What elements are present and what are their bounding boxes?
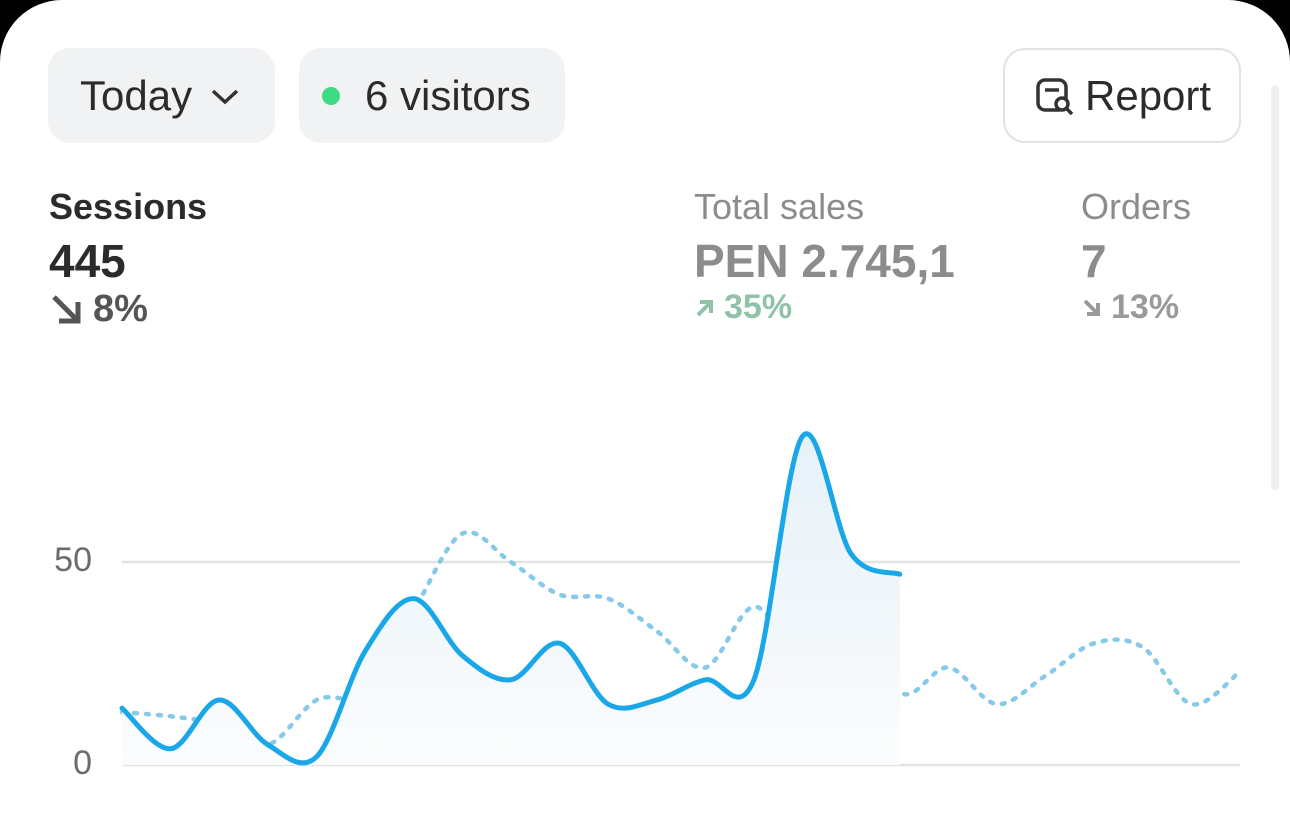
metric[interactable]: Orders 7 13% — [1081, 186, 1191, 327]
metric-change-row: 35% — [694, 288, 955, 327]
y-tick-label: 0 — [73, 744, 92, 782]
metric[interactable]: Total sales PEN 2.745,1 35% — [694, 186, 955, 327]
metric-label: Orders — [1081, 186, 1192, 227]
live-dot — [322, 86, 340, 105]
period: Today — [80, 71, 193, 119]
y-tick-label: 50 — [54, 541, 92, 579]
up-arrow — [696, 299, 713, 316]
metric-value: 7 — [1081, 235, 1107, 287]
metric-change-row: 13% — [1081, 288, 1191, 327]
visitors: 6 visitors — [365, 71, 531, 119]
report-button[interactable]: Report — [1003, 48, 1241, 143]
report-icon — [1036, 77, 1074, 115]
metric-value: PEN 2.745,1 — [694, 235, 955, 287]
metric-change: 8% — [93, 288, 148, 330]
scrollbar — [1271, 85, 1279, 490]
period-select[interactable]: Today — [48, 48, 275, 143]
metric-value: 445 — [49, 235, 126, 287]
metric-change: 35% — [724, 288, 793, 326]
report: Report — [1085, 71, 1212, 119]
metric-change: 13% — [1111, 288, 1180, 326]
metric-label: Sessions — [49, 186, 208, 227]
metric-change-row: 8% — [49, 288, 207, 331]
down-arrow — [1083, 299, 1100, 316]
series-line — [119, 529, 1243, 748]
series-line — [119, 431, 903, 766]
metric-label: Total sales — [694, 186, 865, 227]
visitors-pill[interactable]: 6 visitors — [299, 48, 565, 143]
down-arrow — [52, 294, 81, 323]
chart: 0 50 — [54, 85, 1279, 782]
metric[interactable]: Sessions 445 8% — [49, 186, 207, 331]
chevron — [211, 89, 239, 104]
